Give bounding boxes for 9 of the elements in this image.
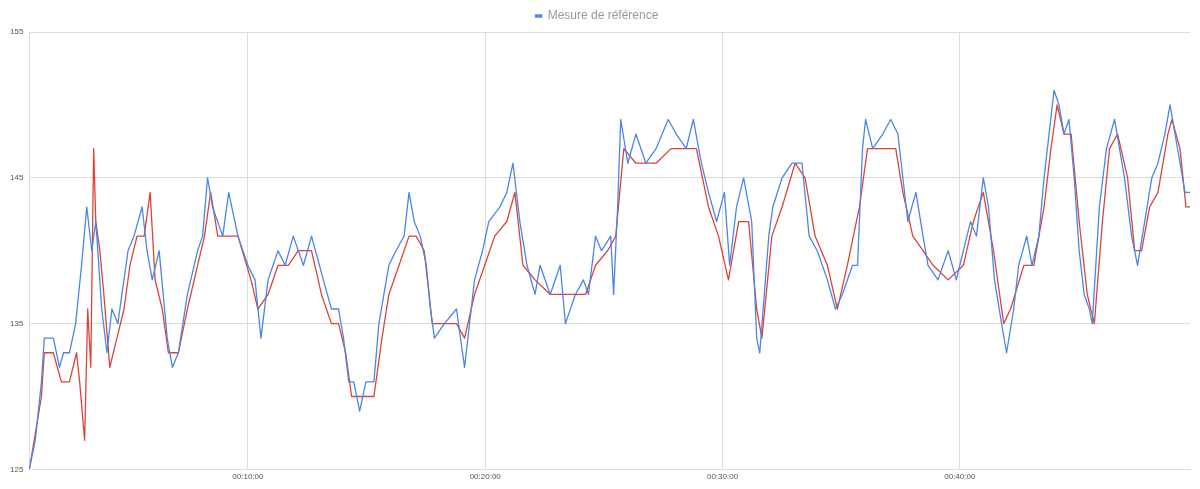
y-tick-label: 145 <box>9 173 24 182</box>
legend-label: Mesure de référence <box>547 8 659 23</box>
x-tick-label: 00:40:00 <box>944 472 976 482</box>
x-tick-label: 00:30:00 <box>706 472 739 482</box>
y-tick-label: 125 <box>9 464 24 474</box>
x-tick-label: 00:20:00 <box>469 472 502 482</box>
y-tick-label: 135 <box>9 318 24 328</box>
y-tick-label: 155 <box>9 27 24 37</box>
x-tick-label: 00:10:00 <box>232 472 265 482</box>
